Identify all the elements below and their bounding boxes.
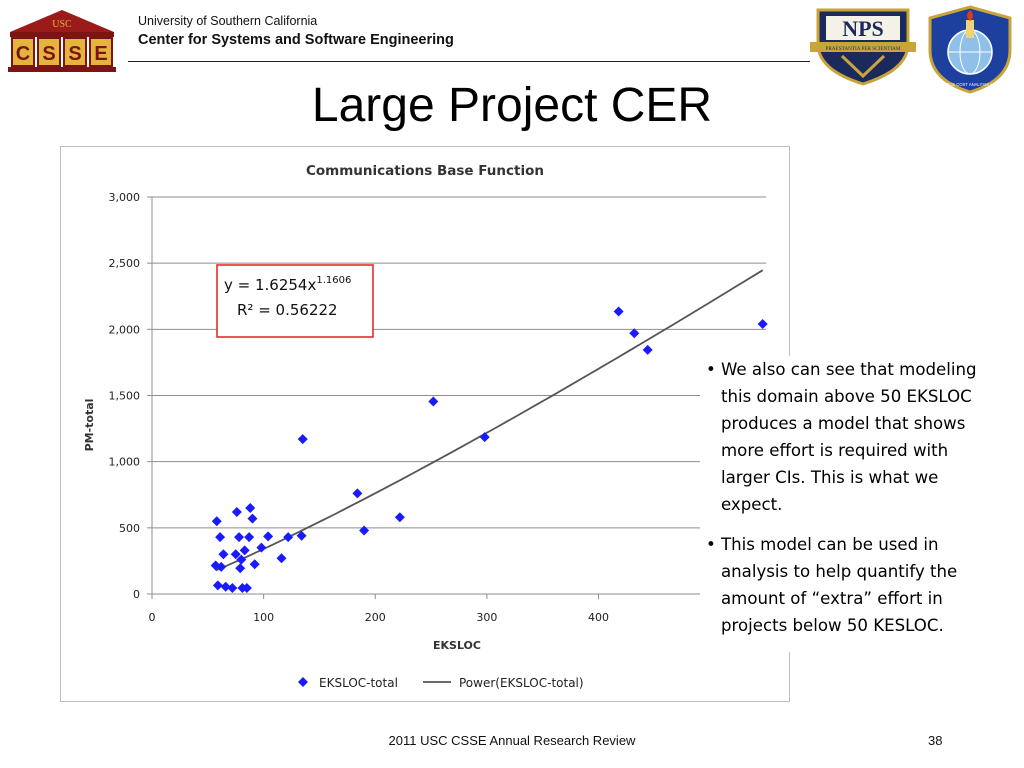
equation-prefix: y = 1.6254x [224, 276, 316, 294]
data-point [220, 581, 231, 592]
data-point [256, 542, 267, 553]
data-point [394, 512, 405, 523]
data-point [352, 488, 363, 499]
logo-letter: C [16, 43, 30, 65]
slide-title: Large Project CER [311, 79, 713, 132]
data-point [297, 434, 308, 445]
data-point [757, 319, 768, 330]
bullet-list: • We also can see that modeling this dom… [700, 356, 1000, 652]
data-point [212, 580, 223, 591]
y-axis-ticks: 0 500 1,000 1,500 2,000 2,500 3,000 [109, 191, 152, 601]
data-point [642, 344, 653, 355]
bullet-item: • This model can be used in analysis to … [700, 531, 1000, 639]
header-divider [128, 61, 810, 62]
bullet-text: We also can see that modeling this domai… [721, 360, 977, 514]
x-axis-ticks: 0100200300400500 [149, 594, 721, 624]
bullet-dot: • [706, 360, 716, 379]
y-tick-label: 2,500 [109, 257, 141, 270]
data-point [234, 532, 245, 543]
footer-text: 2011 USC CSSE Annual Research Review [388, 733, 636, 748]
x-tick-label: 400 [588, 611, 609, 624]
data-point [479, 432, 490, 443]
data-point [263, 531, 274, 542]
data-point [283, 532, 294, 543]
scatter-chart: Communications Base Function 0 500 1,000 1,… [83, 163, 768, 690]
y-axis-label: PM-total [83, 399, 96, 452]
af-seal-motto: AIR FORCE COST ANALYSIS AGENCY [932, 82, 1007, 87]
data-point [245, 502, 256, 513]
data-point [231, 506, 242, 517]
data-point [428, 396, 439, 407]
x-tick-label: 0 [149, 611, 156, 624]
data-point [218, 549, 229, 560]
y-tick-label: 2,000 [109, 323, 141, 336]
university-name: University of Southern California [138, 14, 318, 28]
nps-logo: NPS PRAESTANTIA PER SCIENTIAM [810, 8, 916, 86]
bullet-text: This model can be used in analysis to he… [721, 535, 958, 635]
power-trendline [215, 269, 764, 572]
y-tick-label: 0 [133, 588, 140, 601]
data-point [236, 554, 247, 565]
usc-csse-logo: USC C S S E [8, 10, 116, 72]
bullet-dot: • [706, 535, 716, 554]
bullet-item: • We also can see that modeling this dom… [700, 356, 1000, 518]
y-tick-label: 1,000 [109, 456, 141, 469]
gridlines [152, 196, 766, 529]
logo-letter: S [42, 43, 55, 65]
data-point [239, 545, 250, 556]
air-force-cost-analysis-agency-seal: AIR FORCE COST ANALYSIS AGENCY [928, 5, 1012, 94]
data-point [247, 513, 258, 524]
data-points [210, 306, 768, 594]
data-point [249, 559, 260, 570]
data-point [241, 583, 252, 594]
trendline-group [215, 269, 764, 572]
equation-text: y = 1.6254x1.1606 [224, 275, 351, 294]
data-point [227, 583, 238, 594]
nps-logo-text: NPS [842, 16, 884, 41]
logo-letter: E [94, 43, 107, 65]
data-point [235, 563, 246, 574]
usc-logo-text: USC [52, 19, 72, 30]
data-point [211, 516, 222, 527]
x-tick-label: 100 [253, 611, 274, 624]
data-point [629, 328, 640, 339]
data-point [613, 306, 624, 317]
legend-label-points: EKSLOC-total [319, 676, 398, 690]
r-squared-text: R² = 0.56222 [237, 301, 338, 319]
legend-label-trendline: Power(EKSLOC-total) [459, 676, 584, 690]
data-point [244, 532, 255, 543]
equation-exponent: 1.1606 [316, 275, 351, 286]
data-point [216, 561, 227, 572]
nps-motto: PRAESTANTIA PER SCIENTIAM [825, 46, 900, 52]
chart-panel: Communications Base Function 0 500 1,000 1,… [60, 146, 790, 702]
legend-marker-points [298, 677, 308, 687]
y-tick-label: 1,500 [109, 390, 141, 403]
logo-letter: S [68, 43, 81, 65]
x-tick-label: 300 [476, 611, 497, 624]
data-point [359, 525, 370, 536]
y-tick-label: 500 [119, 522, 140, 535]
x-axis-label: EKSLOC [433, 639, 481, 652]
data-point [276, 553, 287, 564]
page-number: 38 [928, 733, 943, 748]
y-tick-label: 3,000 [109, 191, 141, 204]
center-name: Center for Systems and Software Engineer… [138, 32, 454, 48]
equation-box [216, 264, 374, 338]
data-point [296, 530, 307, 541]
data-point [215, 532, 226, 543]
chart-title: Communications Base Function [306, 163, 544, 179]
x-tick-label: 200 [365, 611, 386, 624]
data-point [230, 549, 241, 560]
